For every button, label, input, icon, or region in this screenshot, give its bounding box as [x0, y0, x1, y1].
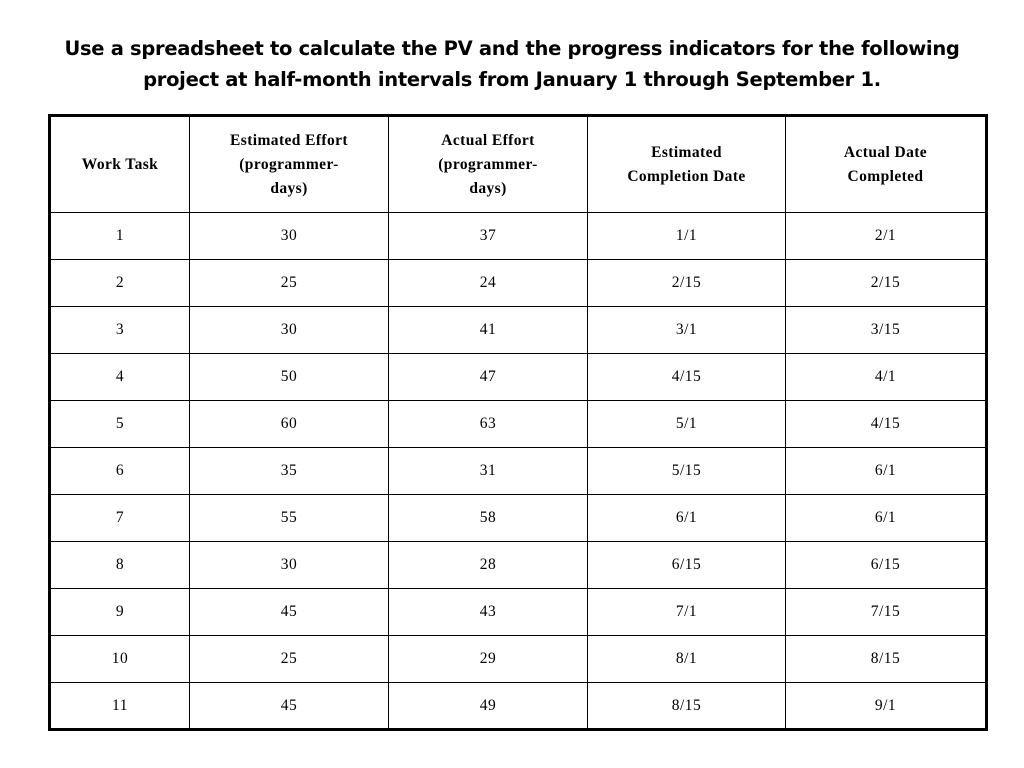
cell-estimated-completion: 3/1: [587, 306, 786, 354]
header-line: Estimated: [651, 143, 722, 161]
cell-estimated-effort: 45: [189, 588, 389, 636]
table-row: 10 25 29 8/1 8/15: [48, 635, 988, 683]
cell-task: 8: [48, 541, 190, 589]
page-heading: Use a spreadsheet to calculate the PV an…: [40, 33, 984, 95]
cell-estimated-completion: 8/15: [587, 682, 786, 731]
cell-estimated-effort: 25: [189, 259, 389, 307]
table-row: 1 30 37 1/1 2/1: [48, 212, 988, 260]
cell-estimated-effort: 30: [189, 306, 389, 354]
header-line: (programmer-: [239, 155, 339, 173]
cell-task: 2: [48, 259, 190, 307]
cell-estimated-completion: 8/1: [587, 635, 786, 683]
header-actual-date-completed: Actual Date Completed: [785, 114, 988, 213]
header-line: (programmer-: [438, 155, 538, 173]
cell-actual-completed: 4/15: [785, 400, 988, 448]
cell-actual-completed: 6/1: [785, 494, 988, 542]
table-row: 4 50 47 4/15 4/1: [48, 353, 988, 401]
header-line: days): [469, 179, 507, 197]
cell-estimated-effort: 60: [189, 400, 389, 448]
header-line: Estimated Effort: [230, 131, 348, 149]
cell-task: 7: [48, 494, 190, 542]
cell-task: 5: [48, 400, 190, 448]
table-row: 6 35 31 5/15 6/1: [48, 447, 988, 495]
cell-task: 1: [48, 212, 190, 260]
table-row: 7 55 58 6/1 6/1: [48, 494, 988, 542]
cell-estimated-effort: 50: [189, 353, 389, 401]
cell-actual-completed: 6/1: [785, 447, 988, 495]
header-work-task: Work Task: [48, 114, 190, 213]
header-line: days): [270, 179, 308, 197]
table-row: 9 45 43 7/1 7/15: [48, 588, 988, 636]
cell-estimated-completion: 1/1: [587, 212, 786, 260]
cell-estimated-effort: 35: [189, 447, 389, 495]
table-row: 3 30 41 3/1 3/15: [48, 306, 988, 354]
cell-actual-effort: 28: [388, 541, 588, 589]
cell-estimated-effort: 55: [189, 494, 389, 542]
cell-actual-effort: 24: [388, 259, 588, 307]
cell-actual-effort: 63: [388, 400, 588, 448]
cell-estimated-effort: 30: [189, 212, 389, 260]
work-task-table: Work Task Estimated Effort (programmer- …: [48, 114, 988, 731]
cell-actual-effort: 43: [388, 588, 588, 636]
cell-actual-completed: 3/15: [785, 306, 988, 354]
cell-task: 6: [48, 447, 190, 495]
cell-actual-effort: 37: [388, 212, 588, 260]
header-estimated-effort: Estimated Effort (programmer- days): [189, 114, 389, 213]
cell-actual-completed: 2/15: [785, 259, 988, 307]
table-body: 1 30 37 1/1 2/1 2 25 24 2/15 2/15 3 30 4…: [48, 212, 988, 731]
cell-estimated-completion: 2/15: [587, 259, 786, 307]
header-estimated-completion-date: Estimated Completion Date: [587, 114, 786, 213]
cell-task: 9: [48, 588, 190, 636]
header-line: Work Task: [81, 155, 159, 173]
cell-estimated-completion: 5/15: [587, 447, 786, 495]
cell-actual-completed: 7/15: [785, 588, 988, 636]
cell-actual-completed: 9/1: [785, 682, 988, 731]
cell-task: 11: [48, 682, 190, 731]
table-row: 11 45 49 8/15 9/1: [48, 682, 988, 731]
header-line: Completion Date: [627, 167, 746, 185]
cell-actual-effort: 29: [388, 635, 588, 683]
cell-actual-effort: 31: [388, 447, 588, 495]
heading-line-2: project at half-month intervals from Jan…: [143, 68, 881, 91]
table-row: 8 30 28 6/15 6/15: [48, 541, 988, 589]
cell-actual-effort: 49: [388, 682, 588, 731]
cell-task: 3: [48, 306, 190, 354]
cell-estimated-completion: 7/1: [587, 588, 786, 636]
cell-estimated-completion: 5/1: [587, 400, 786, 448]
cell-estimated-effort: 45: [189, 682, 389, 731]
header-actual-effort: Actual Effort (programmer- days): [388, 114, 588, 213]
cell-actual-effort: 58: [388, 494, 588, 542]
cell-estimated-completion: 6/1: [587, 494, 786, 542]
cell-estimated-effort: 30: [189, 541, 389, 589]
cell-actual-completed: 6/15: [785, 541, 988, 589]
table-header: Work Task Estimated Effort (programmer- …: [48, 114, 988, 213]
cell-task: 4: [48, 353, 190, 401]
header-row: Work Task Estimated Effort (programmer- …: [48, 114, 988, 213]
cell-estimated-completion: 6/15: [587, 541, 786, 589]
header-line: Actual Effort: [441, 131, 535, 149]
header-line: Completed: [847, 167, 924, 185]
cell-actual-completed: 2/1: [785, 212, 988, 260]
table-row: 2 25 24 2/15 2/15: [48, 259, 988, 307]
table-row: 5 60 63 5/1 4/15: [48, 400, 988, 448]
cell-estimated-effort: 25: [189, 635, 389, 683]
cell-task: 10: [48, 635, 190, 683]
header-line: Actual Date: [843, 143, 928, 161]
cell-actual-completed: 4/1: [785, 353, 988, 401]
heading-line-1: Use a spreadsheet to calculate the PV an…: [64, 37, 960, 60]
cell-actual-completed: 8/15: [785, 635, 988, 683]
cell-actual-effort: 41: [388, 306, 588, 354]
cell-actual-effort: 47: [388, 353, 588, 401]
cell-estimated-completion: 4/15: [587, 353, 786, 401]
